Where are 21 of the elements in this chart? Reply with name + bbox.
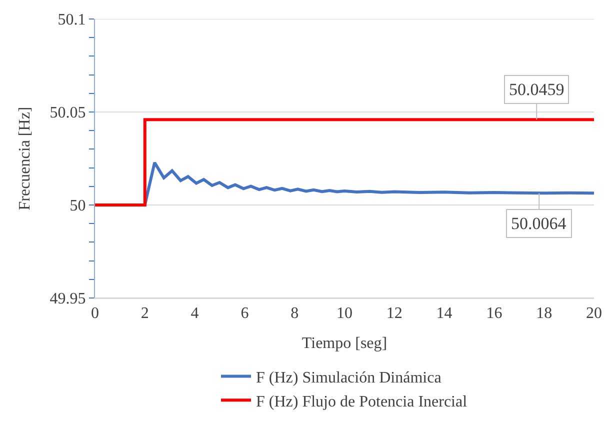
x-tick-label: 0 — [91, 305, 99, 322]
y-tick-label: 50.05 — [50, 104, 86, 122]
x-tick-label: 12 — [386, 305, 402, 322]
legend-label: F (Hz) Simulación Dinámica — [256, 370, 442, 387]
x-tick-label: 2 — [140, 305, 149, 322]
annotation: 50.0064 — [511, 214, 567, 233]
annotation: 50.0459 — [509, 80, 564, 99]
x-tick-label: 8 — [290, 305, 299, 322]
y-axis-title: Frecuencia [Hz] — [16, 106, 34, 210]
y-tick-label: 50 — [70, 198, 86, 215]
x-tick-label: 14 — [436, 305, 452, 322]
x-tick-label: 16 — [486, 305, 502, 322]
x-axis-title: Tiempo [seg] — [302, 334, 388, 352]
x-tick-label: 6 — [240, 305, 249, 322]
legend-label: F (Hz) Flujo de Potencia Inercial — [256, 393, 468, 410]
y-tick-label: 50.1 — [58, 12, 86, 29]
x-tick-label: 18 — [536, 305, 552, 322]
x-tick-label: 10 — [336, 305, 352, 322]
x-tick-label: 4 — [190, 305, 199, 322]
y-tick-label: 49.95 — [50, 290, 86, 308]
x-tick-label: 20 — [586, 305, 602, 322]
